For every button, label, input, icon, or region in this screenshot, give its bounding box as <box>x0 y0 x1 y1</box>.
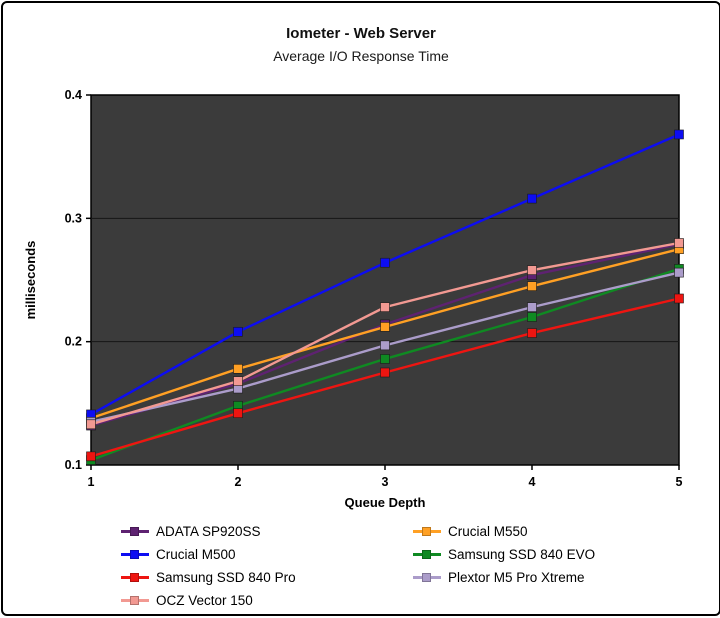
y-tick-label: 0.4 <box>65 88 82 102</box>
series-marker-samsung-ssd-840-evo <box>527 312 537 322</box>
series-marker-samsung-ssd-840-pro <box>233 408 243 419</box>
series-marker-crucial-m500 <box>674 129 684 140</box>
series-marker-samsung-ssd-840-pro <box>527 328 537 338</box>
plot-area <box>90 94 680 466</box>
legend-item-plextor-m5-pro-xtreme: Plextor M5 Pro Xtreme <box>413 569 705 585</box>
legend-marker-icon <box>121 526 149 536</box>
series-marker-plextor-m5-pro-xtreme <box>527 302 537 312</box>
series-marker-samsung-ssd-840-pro <box>674 293 684 304</box>
legend-label: Crucial M550 <box>448 523 528 539</box>
series-marker-ocz-vector-150 <box>380 302 390 312</box>
series-marker-ocz-vector-150 <box>233 376 243 386</box>
y-tick-label: 0.1 <box>65 458 82 472</box>
chart-legend: ADATA SP920SS Crucial M550 Crucial M500 Sam… <box>121 523 705 608</box>
series-marker-crucial-m550 <box>527 281 537 291</box>
legend-item-crucial-m550: Crucial M550 <box>413 523 705 539</box>
x-tick-label: 3 <box>382 475 389 489</box>
legend-marker-icon <box>413 549 441 559</box>
series-marker-ocz-vector-150 <box>527 265 537 275</box>
legend-marker-icon <box>121 572 149 582</box>
series-marker-samsung-ssd-840-evo <box>380 354 390 364</box>
legend-label: OCZ Vector 150 <box>156 592 253 608</box>
legend-marker-icon <box>413 572 441 582</box>
legend-label: Plextor M5 Pro Xtreme <box>448 569 585 585</box>
series-marker-ocz-vector-150 <box>86 419 96 430</box>
series-marker-crucial-m550 <box>233 363 243 374</box>
y-tick-label: 0.2 <box>65 335 82 349</box>
legend-item-ocz-vector-150: OCZ Vector 150 <box>121 592 413 608</box>
x-axis-label: Queue Depth <box>345 495 426 510</box>
legend-marker-icon <box>121 549 149 559</box>
x-tick-label: 1 <box>88 475 95 489</box>
legend-item-samsung-ssd-840-evo: Samsung SSD 840 EVO <box>413 546 705 562</box>
legend-marker-icon <box>121 595 149 605</box>
x-tick-label: 4 <box>529 475 536 489</box>
legend-label: Crucial M500 <box>156 546 236 562</box>
legend-item-adata-sp920ss: ADATA SP920SS <box>121 523 413 539</box>
series-marker-plextor-m5-pro-xtreme <box>380 340 390 351</box>
x-tick-label: 5 <box>676 475 683 489</box>
legend-label: ADATA SP920SS <box>156 523 261 539</box>
y-axis-label: milliseconds <box>23 241 38 320</box>
series-marker-plextor-m5-pro-xtreme <box>674 267 684 278</box>
chart-subtitle: Average I/O Response Time <box>273 48 449 64</box>
y-tick-label: 0.3 <box>65 211 82 225</box>
legend-item-samsung-ssd-840-pro: Samsung SSD 840 Pro <box>121 569 413 585</box>
chart-title: Iometer - Web Server <box>286 25 436 42</box>
legend-label: Samsung SSD 840 EVO <box>448 546 596 562</box>
series-marker-crucial-m500 <box>527 193 537 204</box>
x-tick-label: 2 <box>235 475 242 489</box>
series-marker-samsung-ssd-840-pro <box>380 367 390 378</box>
legend-label: Samsung SSD 840 Pro <box>156 569 296 585</box>
series-marker-crucial-m550 <box>380 322 390 332</box>
series-marker-samsung-ssd-840-pro <box>86 451 96 462</box>
line-chart: 0.1 0.2 0.3 0.4 1 2 3 4 5 Queue Depth milliseconds <box>23 88 684 510</box>
legend-item-crucial-m500: Crucial M500 <box>121 546 413 562</box>
legend-marker-icon <box>413 526 441 536</box>
series-marker-crucial-m500 <box>380 257 390 268</box>
series-marker-ocz-vector-150 <box>674 238 684 248</box>
series-marker-crucial-m500 <box>233 326 243 337</box>
